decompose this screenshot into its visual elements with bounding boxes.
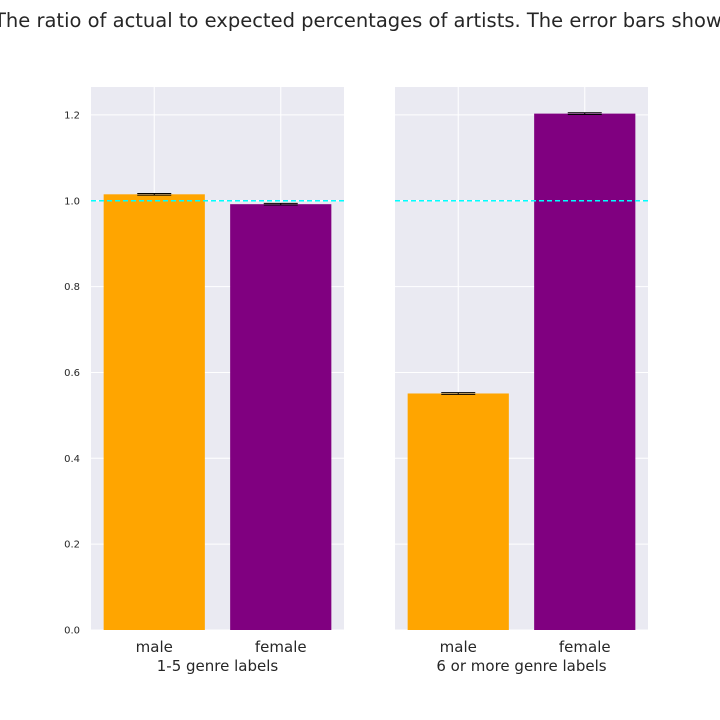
x-tick-label-male: male [440, 638, 477, 656]
x-tick-label-male: male [136, 638, 173, 656]
y-tick-label: 0.8 [64, 282, 80, 293]
bar-male [103, 194, 205, 630]
figure-title: The ratio of actual to expected percenta… [0, 9, 720, 32]
y-tick-label: 0.0 [64, 626, 80, 637]
y-tick-label: 1.2 [64, 110, 80, 121]
y-tick-label: 0.2 [64, 540, 80, 551]
bar-female [230, 204, 332, 630]
x-tick-label-female: female [559, 638, 611, 656]
x-axis-label: 6 or more genre labels [436, 657, 606, 675]
y-tick-label: 0.6 [64, 368, 80, 379]
bar-male [407, 393, 509, 630]
bar-female [534, 113, 636, 630]
y-tick-label: 0.4 [64, 454, 80, 465]
x-axis-label: 1-5 genre labels [157, 657, 279, 675]
y-tick-label: 1.0 [64, 196, 80, 207]
x-tick-label-female: female [255, 638, 307, 656]
